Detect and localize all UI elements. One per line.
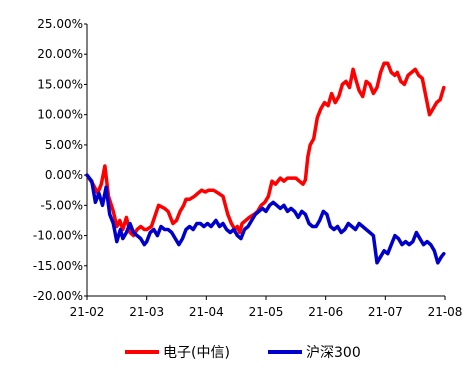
y-axis-tick-labels: 25.00% 20.00% 15.00% 10.00% 5.00% 0.00% -5.00%… — [33, 17, 83, 303]
x-tick-label: 21-06 — [308, 305, 343, 319]
legend-label: 沪深300 — [306, 345, 361, 361]
y-tick-label: -20.00% — [33, 289, 83, 303]
x-axis-tick-labels: 21-02 21-03 21-04 21-05 21-06 21-07 21-08 — [70, 305, 463, 319]
x-tick-label: 21-04 — [189, 305, 224, 319]
y-tick-label: 10.00% — [37, 108, 83, 122]
x-tick-label: 21-05 — [249, 305, 284, 319]
y-tick-label: -15.00% — [33, 259, 83, 273]
x-tick-label: 21-03 — [129, 305, 164, 319]
legend: 电子(中信) 沪深300 — [125, 345, 361, 361]
x-tick-label: 21-08 — [428, 305, 463, 319]
series-line-0 — [85, 61, 446, 238]
y-tick-label: 25.00% — [37, 17, 83, 31]
y-tick-label: -10.00% — [33, 229, 83, 243]
y-tick-label: 0.00% — [45, 168, 83, 182]
series-line-1 — [85, 173, 446, 265]
series-lines — [85, 61, 446, 265]
y-tick-label: 15.00% — [37, 77, 83, 91]
y-tick-label: 20.00% — [37, 47, 83, 61]
legend-label: 电子(中信) — [163, 345, 230, 361]
x-axis-tick-marks — [86, 296, 446, 300]
x-tick-label: 21-07 — [368, 305, 403, 319]
y-tick-label: -5.00% — [41, 198, 83, 212]
x-tick-label: 21-02 — [70, 305, 105, 319]
y-axis-tick-marks — [84, 23, 87, 297]
y-tick-label: 5.00% — [45, 138, 83, 152]
